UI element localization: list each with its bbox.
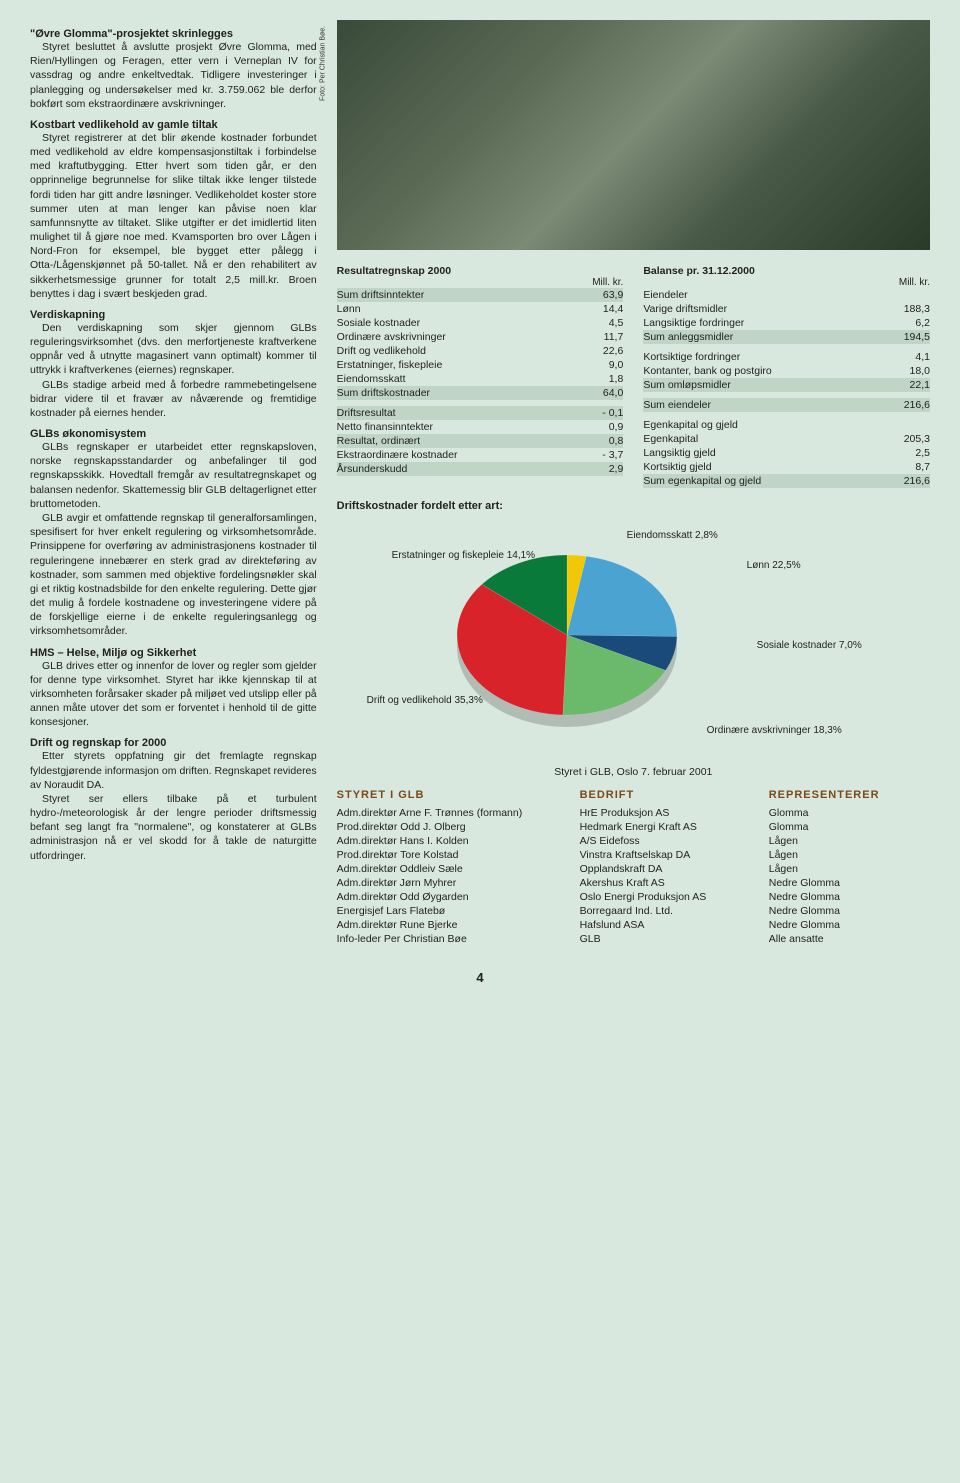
pie-slice [567,556,677,636]
table-row: Lønn14,4 [337,302,624,316]
table-row: Varige driftsmidler188,3 [643,302,930,316]
board-cell: Adm.direktør Jørn Myhrer [337,876,570,890]
left-text-column: "Øvre Glomma"-prosjektet skrinlegges Sty… [30,20,317,946]
table-row: Sum driftskostnader64,0 [337,386,624,400]
table-row: Årsunderskudd2,9 [337,462,624,476]
board-column: REPRESENTERERGlommaGlommaLågenLågenLågen… [769,788,930,946]
board-cell: Prod.direktør Odd J. Olberg [337,820,570,834]
board-cell: Lågen [769,834,930,848]
table-row: Kortsiktige fordringer4,1 [643,350,930,364]
section-heading: Kostbart vedlikehold av gamle tiltak [30,119,317,131]
table-row: Sosiale kostnader4,5 [337,316,624,330]
table-row: Driftsresultat- 0,1 [337,406,624,420]
board-cell: Alle ansatte [769,932,930,946]
board-cell: Info-leder Per Christian Bøe [337,932,570,946]
board-header: REPRESENTERER [769,788,930,802]
table-row: Ordinære avskrivninger11,7 [337,330,624,344]
board-cell: Opplandskraft DA [580,862,759,876]
board-header: BEDRIFT [580,788,759,802]
board-cell: Adm.direktør Arne F. Trønnes (formann) [337,806,570,820]
board-cell: Adm.direktør Hans I. Kolden [337,834,570,848]
board-cell: Adm.direktør Rune Bjerke [337,918,570,932]
board-cell: Hedmark Energi Kraft AS [580,820,759,834]
section-heading: GLBs økonomisystem [30,428,317,440]
pie-chart-section: Driftskostnader fordelt etter art: Eiend… [337,500,930,750]
section-heading: "Øvre Glomma"-prosjektet skrinlegges [30,28,317,40]
table-row: Sum egenkapital og gjeld216,6 [643,474,930,488]
pie-label: Drift og vedlikehold 35,3% [367,695,483,706]
board-cell: Oslo Energi Produksjon AS [580,890,759,904]
table-row: Ekstraordinære kostnader- 3,7 [337,448,624,462]
pie-label: Erstatninger og fiskepleie 14,1% [392,550,535,561]
board-cell: HrE Produksjon AS [580,806,759,820]
body-para: Styret ser ellers tilbake på et turbulen… [30,792,317,863]
board-cell: Lågen [769,848,930,862]
board-caption: Styret i GLB, Oslo 7. februar 2001 [337,766,930,778]
board-cell: Nedre Glomma [769,904,930,918]
table-row: Sum driftsinntekter63,9 [337,288,624,302]
board-cell: Glomma [769,806,930,820]
board-cell: Borregaard Ind. Ltd. [580,904,759,918]
table-unit: Mill. kr. [337,277,624,288]
board-cell: Adm.direktør Odd Øygarden [337,890,570,904]
table-row: Erstatninger, fiskepleie9,0 [337,358,624,372]
section-heading: Verdiskapning [30,309,317,321]
table-row: Egenkapital og gjeld [643,418,930,432]
board-cell: GLB [580,932,759,946]
body-para: GLBs regnskaper er utarbeidet etter regn… [30,440,317,511]
board-cell: Adm.direktør Oddleiv Sæle [337,862,570,876]
table-row: Egenkapital205,3 [643,432,930,446]
table-unit: Mill. kr. [643,277,930,288]
board-cell: Akershus Kraft AS [580,876,759,890]
board-column: STYRET I GLB Adm.direktør Arne F. Trønnes… [337,788,570,946]
page-number: 4 [30,970,930,985]
board-section: Styret i GLB, Oslo 7. februar 2001 STYRE… [337,766,930,946]
board-cell: Nedre Glomma [769,876,930,890]
hero-photo: Foto: Per Christian Bøe. [337,20,930,250]
table-title: Resultatregnskap 2000 [337,265,451,277]
table-title: Balanse pr. 31.12.2000 [643,265,755,277]
board-column: BEDRIFT HrE Produksjon ASHedmark Energi K… [580,788,759,946]
section-heading: Drift og regnskap for 2000 [30,737,317,749]
board-cell: Hafslund ASA [580,918,759,932]
resultat-table: Resultatregnskap 2000 Mill. kr. Sum drif… [337,265,624,488]
table-row: Kontanter, bank og postgiro18,0 [643,364,930,378]
table-row: Eiendeler [643,288,930,302]
board-cell: Lågen [769,862,930,876]
board-cell: Energisjef Lars Flatebø [337,904,570,918]
board-cell: Prod.direktør Tore Kolstad [337,848,570,862]
body-para: GLB drives etter og innenfor de lover og… [30,659,317,730]
table-row: Sum eiendeler216,6 [643,398,930,412]
board-cell: A/S Eidefoss [580,834,759,848]
balanse-table: Balanse pr. 31.12.2000 Mill. kr. Eiendel… [643,265,930,488]
chart-title: Driftskostnader fordelt etter art: [337,500,930,512]
board-cell: Nedre Glomma [769,890,930,904]
body-para: Styret besluttet å avslutte prosjekt Øvr… [30,40,317,111]
board-cell: Nedre Glomma [769,918,930,932]
body-para: Styret registrerer at det blir økende ko… [30,131,317,301]
table-row: Netto finansinntekter0,9 [337,420,624,434]
table-row: Drift og vedlikehold22,6 [337,344,624,358]
body-para: GLB avgir et omfattende regnskap til gen… [30,511,317,639]
table-row: Sum omløpsmidler22,1 [643,378,930,392]
board-header: STYRET I GLB [337,788,570,802]
board-cell: Vinstra Kraftselskap DA [580,848,759,862]
photo-credit: Foto: Per Christian Bøe. [319,26,326,101]
table-row: Langsiktig gjeld2,5 [643,446,930,460]
table-row: Kortsiktig gjeld8,7 [643,460,930,474]
body-para: GLBs stadige arbeid med å forbedre ramme… [30,378,317,421]
table-row: Langsiktige fordringer6,2 [643,316,930,330]
board-cell: Glomma [769,820,930,834]
table-row: Resultat, ordinært0,8 [337,434,624,448]
section-heading: HMS – Helse, Miljø og Sikkerhet [30,647,317,659]
body-para: Etter styrets oppfatning gir det fremlag… [30,749,317,792]
table-row: Eiendomsskatt1,8 [337,372,624,386]
right-block: Foto: Per Christian Bøe. Resultatregnska… [337,20,930,946]
pie-label: Lønn 22,5% [747,560,801,571]
body-para: Den verdiskapning som skjer gjennom GLBs… [30,321,317,378]
pie-label: Eiendomsskatt 2,8% [627,530,718,541]
pie-label: Sosiale kostnader 7,0% [757,640,862,651]
pie-label: Ordinære avskrivninger 18,3% [707,725,842,736]
table-row: Sum anleggsmidler194,5 [643,330,930,344]
